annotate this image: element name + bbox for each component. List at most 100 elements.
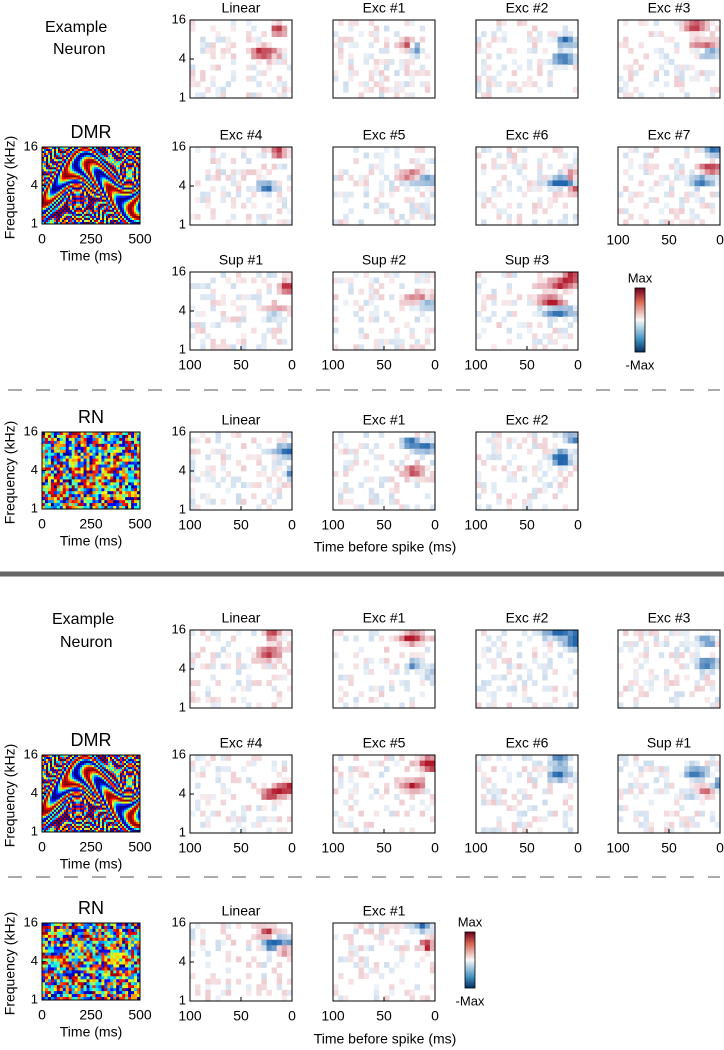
stimulus-cell bbox=[53, 500, 58, 504]
stimulus-cell bbox=[62, 773, 65, 776]
heatmap-cell bbox=[552, 186, 558, 192]
heatmap-cell bbox=[241, 202, 247, 209]
stimulus-cell bbox=[110, 175, 113, 178]
heatmap-cell bbox=[663, 174, 670, 181]
stimulus-cell bbox=[68, 482, 72, 486]
stimulus-cell bbox=[89, 473, 93, 477]
stimulus-cell bbox=[62, 795, 65, 798]
stimulus-cell bbox=[100, 193, 103, 196]
stimulus-cell bbox=[66, 799, 69, 802]
stimulus-cell bbox=[120, 185, 123, 188]
stimulus-cell bbox=[44, 803, 47, 806]
stimulus-cell bbox=[131, 432, 135, 436]
stimulus-cell bbox=[100, 155, 103, 158]
stimulus-cell bbox=[70, 153, 73, 156]
heatmap-cell bbox=[409, 344, 415, 351]
heatmap-cell bbox=[373, 305, 380, 312]
stimulus-cell bbox=[59, 437, 64, 442]
stimulus-cell bbox=[74, 157, 77, 160]
heatmap-cell bbox=[358, 219, 364, 226]
heatmap-cell bbox=[210, 476, 216, 483]
heatmap-cell bbox=[348, 64, 354, 71]
stimulus-cell bbox=[90, 169, 93, 172]
stimulus-cell bbox=[131, 488, 135, 492]
stimulus-cell bbox=[98, 159, 101, 162]
stimulus-cell bbox=[46, 157, 49, 160]
stimulus-cell bbox=[48, 779, 51, 782]
heatmap-cell bbox=[648, 169, 654, 176]
stimulus-cell bbox=[48, 173, 51, 176]
heatmap-cell bbox=[286, 277, 293, 284]
stimulus-cell bbox=[48, 209, 51, 213]
stimulus-cell bbox=[46, 777, 49, 780]
stimulus-cell bbox=[44, 801, 47, 804]
y-tick-label: 4 bbox=[179, 462, 186, 477]
heatmap-cell bbox=[210, 305, 216, 312]
stimulus-cell bbox=[42, 799, 45, 802]
heatmap-cell bbox=[429, 191, 436, 198]
stimulus-cell bbox=[126, 159, 129, 162]
stimulus-cell bbox=[90, 199, 93, 203]
stimulus-cell bbox=[112, 191, 115, 194]
heatmap-cell bbox=[679, 86, 685, 93]
heatmap-cell bbox=[424, 476, 431, 483]
stimulus-cell bbox=[74, 482, 78, 486]
stimulus-cell bbox=[131, 503, 135, 507]
heatmap-cell bbox=[557, 219, 563, 226]
heatmap-cell bbox=[200, 294, 206, 301]
stimulus-cell bbox=[56, 219, 59, 223]
stimulus-cell bbox=[68, 183, 71, 186]
heatmap-cell bbox=[419, 47, 426, 54]
stimulus-cell bbox=[124, 171, 127, 174]
heatmap-cell bbox=[628, 147, 634, 153]
heatmap-cell bbox=[476, 42, 482, 49]
stimulus-cell bbox=[47, 440, 52, 445]
stimulus-cell bbox=[78, 161, 81, 164]
heatmap-cell bbox=[389, 208, 395, 215]
stimulus-cell bbox=[74, 197, 77, 200]
heatmap-cell bbox=[368, 86, 375, 93]
stimulus-cell bbox=[94, 221, 97, 225]
stimulus-cell bbox=[102, 207, 105, 211]
stimulus-cell bbox=[56, 773, 59, 776]
stimulus-cell bbox=[130, 169, 133, 172]
heatmap-cell bbox=[205, 202, 211, 209]
x-tick-label: 50 bbox=[519, 517, 535, 533]
stimulus-cell bbox=[65, 434, 70, 439]
stimulus-cell bbox=[134, 203, 137, 207]
stimulus-cell bbox=[77, 503, 81, 507]
stimulus-cell bbox=[116, 205, 119, 209]
heatmap-cell bbox=[271, 316, 277, 323]
stimulus-cell bbox=[86, 181, 89, 184]
heatmap-cell bbox=[684, 174, 690, 181]
stimulus-cell bbox=[72, 207, 75, 211]
stimulus-cell bbox=[58, 829, 61, 833]
stimulus-cell bbox=[46, 785, 49, 788]
stimulus-cell bbox=[126, 157, 129, 160]
stimulus-cell bbox=[125, 449, 129, 454]
heatmap-cell bbox=[709, 147, 716, 153]
stimulus-cell bbox=[76, 197, 79, 200]
stimulus-cell bbox=[42, 219, 45, 223]
stimulus-cell bbox=[56, 205, 59, 209]
stimulus-cell bbox=[78, 221, 81, 225]
stimulus-cell bbox=[48, 213, 51, 217]
stimulus-cell bbox=[80, 470, 84, 474]
heatmap-cell bbox=[353, 299, 359, 306]
stimulus-cell bbox=[128, 497, 132, 501]
stimulus-cell bbox=[134, 175, 137, 178]
stimulus-cell bbox=[130, 191, 133, 194]
stimulus-cell bbox=[138, 201, 141, 205]
heatmap-cell bbox=[220, 316, 226, 323]
stimulus-cell bbox=[60, 189, 63, 192]
stimulus-cell bbox=[72, 219, 75, 223]
stimulus-cell bbox=[101, 500, 105, 504]
stimulus-cell bbox=[130, 203, 133, 207]
heatmap-cell bbox=[394, 186, 400, 192]
stimulus-cell bbox=[82, 197, 85, 200]
stimulus-cell bbox=[54, 149, 57, 152]
stimulus-title: DMR bbox=[71, 122, 112, 142]
heatmap-cell bbox=[419, 471, 426, 477]
heatmap-cell bbox=[200, 344, 206, 351]
stimulus-cell bbox=[44, 189, 47, 192]
